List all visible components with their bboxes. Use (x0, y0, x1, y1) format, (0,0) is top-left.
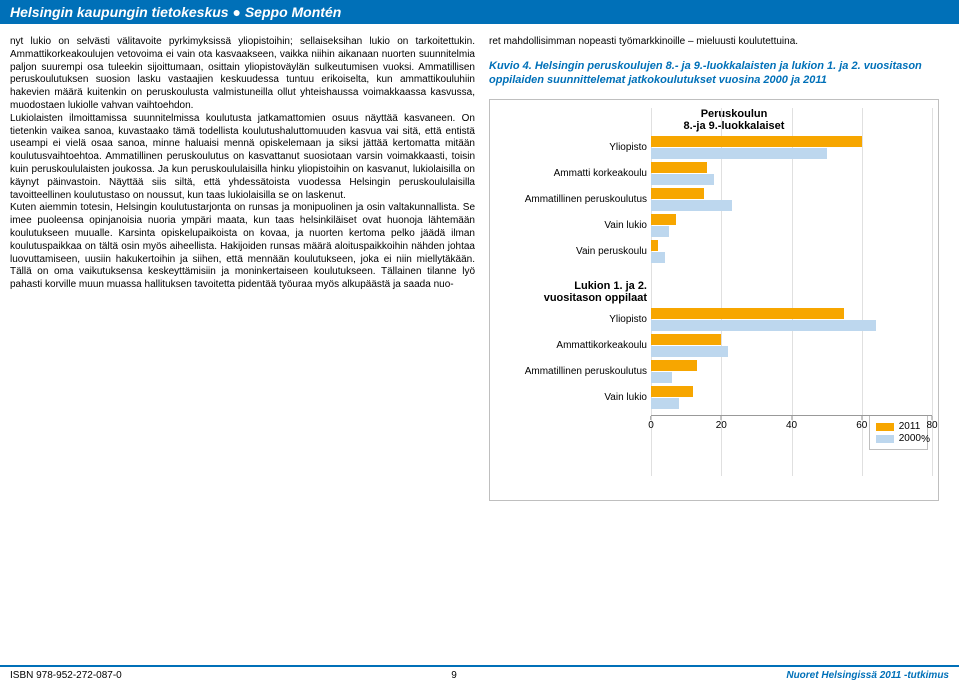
footer-page: 9 (451, 670, 457, 681)
header-dot: ● (232, 4, 240, 20)
section1-heading: Peruskoulun 8.-ja 9.-luokkalaiset (496, 108, 932, 132)
bar-2011 (651, 162, 707, 173)
footer-isbn: ISBN 978-952-272-087-0 (10, 670, 122, 681)
header-author: Seppo Montén (245, 4, 341, 20)
page-footer: ISBN 978-952-272-087-0 9 Nuoret Helsingi… (0, 665, 959, 684)
chart-row: Ammattikorkeakoulu (496, 334, 932, 357)
chart-row: Vain lukio (496, 214, 932, 237)
category-label: Vain lukio (496, 220, 651, 231)
bar-group (651, 162, 932, 185)
chart-container: Peruskoulun 8.-ja 9.-luokkalaiset Yliopi… (489, 99, 939, 501)
bar-group (651, 240, 932, 263)
chart-row: Yliopisto (496, 136, 932, 159)
category-label: Ammatillinen peruskoulutus (496, 366, 651, 377)
page-content: nyt lukio on selvästi välitavoite pyrkim… (0, 24, 959, 501)
bar-2011 (651, 136, 862, 147)
bar-group (651, 308, 932, 331)
bar-group (651, 334, 932, 357)
bar-group (651, 136, 932, 159)
chart-row: Ammatillinen peruskoulutus (496, 360, 932, 383)
x-unit: % (921, 434, 930, 445)
bar-2000 (651, 398, 679, 409)
category-label: Ammatillinen peruskoulutus (496, 194, 651, 205)
bar-2000 (651, 252, 665, 263)
chart-row: Vain peruskoulu (496, 240, 932, 263)
legend-item: 2000 (876, 433, 921, 444)
axis-tick: 60 (856, 416, 867, 431)
bar-2000 (651, 346, 728, 357)
category-label: Ammatti korkeakoulu (496, 168, 651, 179)
axis-tick: 80 (926, 416, 937, 431)
bar-2000 (651, 200, 732, 211)
bar-2000 (651, 226, 669, 237)
bar-2000 (651, 372, 672, 383)
chart-row: Ammatillinen peruskoulutus (496, 188, 932, 211)
category-label: Yliopisto (496, 142, 651, 153)
category-label: Yliopisto (496, 314, 651, 325)
left-column: nyt lukio on selvästi välitavoite pyrkim… (10, 36, 475, 501)
axis-tick: 40 (786, 416, 797, 431)
axis-tick: 20 (716, 416, 727, 431)
bar-2011 (651, 386, 693, 397)
chart-row: Ammatti korkeakoulu (496, 162, 932, 185)
bar-group (651, 188, 932, 211)
bar-group (651, 360, 932, 383)
bar-2000 (651, 148, 827, 159)
bar-group (651, 386, 932, 409)
bar-2011 (651, 334, 721, 345)
legend-label: 2000 (899, 433, 921, 444)
right-column: ret mahdollisimman nopeasti työmarkkinoi… (489, 36, 939, 501)
axis-tick: 0 (648, 416, 654, 431)
bar-2011 (651, 360, 697, 371)
bar-2011 (651, 188, 704, 199)
bar-group (651, 214, 932, 237)
page-header: Helsingin kaupungin tietokeskus ● Seppo … (0, 0, 959, 24)
bar-2000 (651, 174, 714, 185)
bar-2011 (651, 308, 844, 319)
bar-2011 (651, 214, 676, 225)
body-text: nyt lukio on selvästi välitavoite pyrkim… (10, 36, 475, 292)
right-top-text: ret mahdollisimman nopeasti työmarkkinoi… (489, 36, 939, 49)
category-label: Vain peruskoulu (496, 246, 651, 257)
chart-caption: Kuvio 4. Helsingin peruskoulujen 8.- ja … (489, 59, 939, 88)
chart-section-1: Peruskoulun 8.-ja 9.-luokkalaiset Yliopi… (496, 108, 932, 263)
swatch-2000 (876, 435, 894, 443)
footer-study: Nuoret Helsingissä 2011 -tutkimus (786, 670, 949, 681)
header-org: Helsingin kaupungin tietokeskus (10, 4, 229, 20)
chart-section-2: Lukion 1. ja 2. vuositason oppilaat Ylio… (496, 280, 932, 409)
section2-heading: Lukion 1. ja 2. vuositason oppilaat (496, 280, 932, 304)
chart-row: Vain lukio (496, 386, 932, 409)
chart-row: Yliopisto (496, 308, 932, 331)
bar-2011 (651, 240, 658, 251)
category-label: Vain lukio (496, 392, 651, 403)
bar-2000 (651, 320, 876, 331)
x-axis: % 020406080 (496, 415, 932, 431)
category-label: Ammattikorkeakoulu (496, 340, 651, 351)
